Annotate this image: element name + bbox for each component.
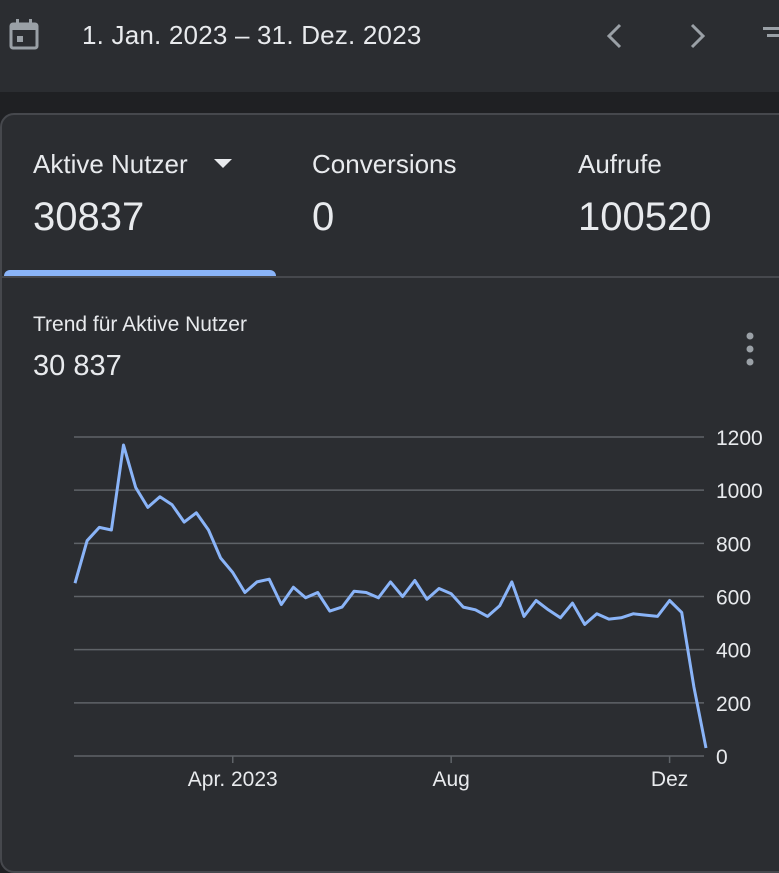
x-tick-label: Aug — [432, 768, 469, 791]
tab-label: Conversions — [312, 149, 457, 179]
tab-conversions[interactable]: Conversions 0 — [282, 115, 532, 278]
y-tick-label: 0 — [716, 746, 728, 769]
filter-icon[interactable] — [757, 21, 779, 49]
tab-label: Aktive Nutzer — [33, 149, 188, 179]
y-tick-label: 600 — [716, 587, 751, 610]
trend-title: Trend für Aktive Nutzer — [33, 313, 247, 336]
tab-value: 30837 — [33, 195, 145, 239]
series-line — [73, 443, 708, 749]
metrics-card: Aktive Nutzer 30837 Conversions 0 Aufruf… — [0, 113, 779, 873]
tab-value: 0 — [312, 195, 335, 239]
tab-aufrufe[interactable]: Aufrufe 100520 — [547, 115, 779, 278]
dropdown-arrow-icon[interactable] — [214, 159, 232, 168]
y-tick-label: 400 — [716, 640, 751, 663]
trend-value: 30 837 — [33, 350, 122, 382]
x-tick-label: Dez — [651, 768, 688, 791]
y-tick-label: 800 — [716, 533, 751, 556]
date-range-label[interactable]: 1. Jan. 2023 – 31. Dez. 2023 — [82, 20, 422, 50]
chevron-left-icon[interactable] — [598, 18, 634, 54]
top-bar: 1. Jan. 2023 – 31. Dez. 2023 — [0, 0, 779, 92]
metric-tabs: Aktive Nutzer 30837 Conversions 0 Aufruf… — [2, 115, 779, 278]
calendar-icon[interactable] — [7, 18, 41, 52]
more-vert-icon[interactable] — [738, 329, 762, 369]
y-tick-label: 1200 — [716, 427, 763, 450]
chevron-right-icon[interactable] — [678, 18, 714, 54]
y-tick-label: 200 — [716, 693, 751, 716]
trend-line-chart: 0 200 400 600 800 1000 1200 Apr. 2023 Aug Dez — [73, 427, 763, 791]
tab-value: 100520 — [578, 195, 712, 239]
y-tick-label: 1000 — [716, 480, 763, 503]
tab-aktive-nutzer[interactable]: Aktive Nutzer 30837 — [2, 115, 276, 278]
tab-label: Aufrufe — [578, 149, 662, 179]
selected-tab-indicator — [4, 270, 276, 276]
x-tick-label: Apr. 2023 — [188, 768, 278, 791]
